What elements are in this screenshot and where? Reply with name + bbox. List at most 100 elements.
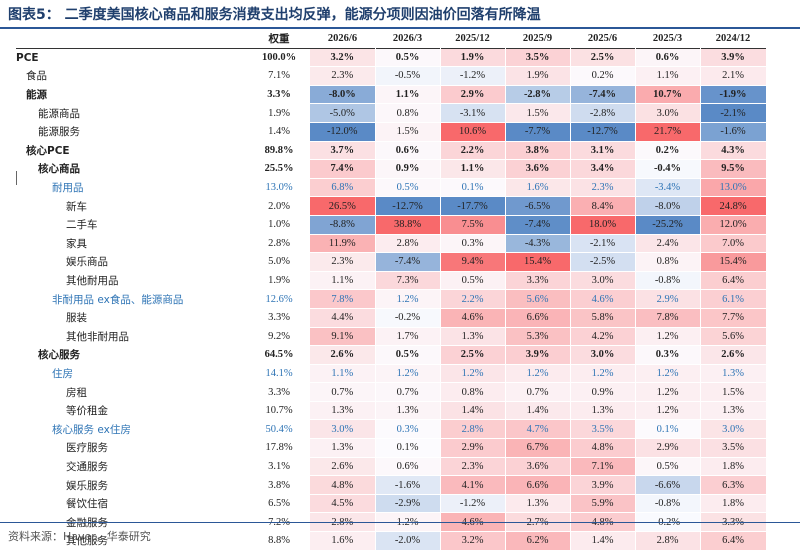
heat-cell: 3.0% <box>310 419 376 440</box>
row-weight: 8.8% <box>268 535 290 547</box>
heat-cell: 1.4% <box>440 401 506 421</box>
heat-cell: -0.2% <box>375 308 441 328</box>
heat-cell: 2.2% <box>440 141 506 161</box>
header-period: 2025/6 <box>587 33 618 45</box>
heat-cell: 10.6% <box>440 122 506 142</box>
heat-cell: 4.3% <box>700 141 767 161</box>
heat-cell: 3.5% <box>505 48 571 68</box>
heat-cell: 1.3% <box>310 438 376 458</box>
heat-cell: 0.3% <box>375 419 441 440</box>
heat-cell: 2.3% <box>440 457 506 477</box>
row-weight: 3.8% <box>268 479 290 491</box>
heat-cell: 10.7% <box>635 85 701 105</box>
heat-cell: -0.8% <box>635 271 701 291</box>
table-row: 核心PCE 89.8% 3.7% 0.6% 2.2% 3.8% 3.1% 0.2% 4.3% <box>16 141 767 161</box>
row-weight: 25.5% <box>264 163 294 175</box>
heat-cell: 0.7% <box>505 382 571 402</box>
heat-cell: 8.4% <box>570 196 636 216</box>
row-weight: 10.7% <box>265 405 293 417</box>
heat-cell: 3.3% <box>505 271 571 291</box>
heat-cell: -0.8% <box>635 494 701 514</box>
header-weight: 权重 <box>268 34 290 46</box>
heat-cell: -2.8% <box>505 85 571 105</box>
table-row: 娱乐商品 5.0% 2.3% -7.4% 9.4% 15.4% -2.5% 0.8% 15.4% <box>16 252 767 272</box>
table-row: 核心服务 ex住房 50.4% 3.0% 0.3% 2.8% 4.7% 3.5% 0.1% 3.… <box>16 419 767 440</box>
heat-cell: 0.8% <box>375 103 441 123</box>
heat-cell: 0.3% <box>635 345 701 365</box>
heat-cell: 0.2% <box>635 141 701 161</box>
heat-cell: 1.9% <box>505 66 571 86</box>
table-row: 二手车 1.0% -8.8% 38.8% 7.5% -7.4% 18.0% -25.2% 12.… <box>16 215 767 235</box>
heat-cell: -6.5% <box>505 196 571 216</box>
heat-cell: 7.0% <box>700 234 767 254</box>
heat-cell: 3.1% <box>570 141 636 161</box>
heat-cell: -2.0% <box>375 531 441 551</box>
heat-cell: -7.4% <box>375 252 441 272</box>
heat-cell: 0.5% <box>440 271 506 291</box>
heat-cell: 0.1% <box>375 438 441 458</box>
row-weight: 14.1% <box>265 367 293 379</box>
heat-cell: 1.2% <box>570 364 636 384</box>
header-period: 2024/12 <box>715 33 751 45</box>
heat-cell: 2.9% <box>440 85 506 105</box>
heat-cell: 12.0% <box>700 215 767 235</box>
heat-cell: 5.3% <box>505 327 571 347</box>
row-label: 娱乐商品 <box>66 256 108 269</box>
heat-cell: 4.8% <box>570 438 636 458</box>
heat-cell: 6.7% <box>505 438 571 458</box>
heat-cell: -7.4% <box>570 85 636 105</box>
heat-cell: 3.0% <box>700 419 767 440</box>
heat-cell: 1.2% <box>635 382 701 402</box>
heat-cell: 3.0% <box>635 103 701 123</box>
heat-cell: 7.3% <box>375 271 441 291</box>
heat-cell: 6.8% <box>310 178 376 198</box>
heat-cell: -2.9% <box>375 494 441 514</box>
heat-cell: -12.7% <box>375 196 441 216</box>
heat-cell: -2.5% <box>570 252 636 272</box>
row-label: 其他非耐用品 <box>66 330 129 343</box>
heat-cell: 1.2% <box>375 364 441 384</box>
row-weight: 100.0% <box>261 52 297 64</box>
row-label: 食品 <box>26 70 47 83</box>
heat-cell: 0.6% <box>375 457 441 477</box>
heat-cell: 7.7% <box>700 308 767 328</box>
heat-cell: 1.8% <box>700 457 767 477</box>
heat-cell: 3.0% <box>570 345 636 365</box>
heat-cell: -5.0% <box>310 103 376 123</box>
heat-cell: 0.8% <box>635 252 701 272</box>
table-header-row: 权重 2026/6 2026/3 2025/12 2025/9 2025/6 2… <box>16 30 766 49</box>
heat-cell: 5.6% <box>700 327 767 347</box>
heat-cell: 9.5% <box>700 159 767 179</box>
heat-cell: 2.6% <box>310 457 376 477</box>
table-row: 非耐用品 ex食品、能源商品 12.6% 7.8% 1.2% 2.2% 5.6% 4.6% 2… <box>16 289 767 309</box>
heat-cell: 2.6% <box>310 345 376 365</box>
row-label: 娱乐服务 <box>66 479 108 492</box>
heat-cell: 7.8% <box>635 308 701 328</box>
row-weight: 2.8% <box>268 237 290 249</box>
heat-cell: 13.0% <box>700 178 767 198</box>
table-row: 新车 2.0% 26.5% -12.7% -17.7% -6.5% 8.4% -8.0% 24.… <box>16 196 767 216</box>
table-row: PCE 100.0% 3.2% 0.5% 1.9% 3.5% 2.5% 0.6% 3.9% <box>16 48 767 68</box>
heat-cell: -25.2% <box>635 215 701 235</box>
heat-cell: 4.8% <box>310 475 376 495</box>
row-label: 能源 <box>26 89 47 102</box>
heat-cell: -0.5% <box>375 66 441 86</box>
heat-cell: 1.5% <box>700 382 767 402</box>
heat-cell: 0.9% <box>375 159 441 179</box>
heat-cell: 7.4% <box>310 159 376 179</box>
heat-cell: 9.4% <box>440 252 506 272</box>
heat-cell: 3.2% <box>310 48 376 68</box>
heat-cell: 1.3% <box>310 401 376 421</box>
row-label: 家具 <box>66 237 87 250</box>
heat-cell: 0.3% <box>440 234 506 254</box>
heat-cell: -0.4% <box>635 159 701 179</box>
table-row: 服装 3.3% 4.4% -0.2% 4.6% 6.6% 5.8% 7.8% 7.7% <box>16 308 767 328</box>
table-row: 交通服务 3.1% 2.6% 0.6% 2.3% 3.6% 7.1% 0.5% 1.8% <box>16 457 767 477</box>
row-label: 能源服务 <box>38 126 80 139</box>
row-weight: 12.6% <box>265 293 293 305</box>
heat-cell: 4.5% <box>310 494 376 514</box>
footer-divider <box>0 522 800 523</box>
row-label: 服装 <box>66 312 87 325</box>
heat-cell: 4.6% <box>570 289 636 309</box>
table-row: 耐用品 13.0% 6.8% 0.5% 0.1% 1.6% 2.3% -3.4% 13.0% <box>16 178 767 198</box>
